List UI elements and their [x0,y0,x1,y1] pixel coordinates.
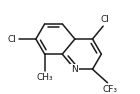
Text: Cl: Cl [100,15,109,24]
Text: Cl: Cl [8,34,17,44]
Text: N: N [72,65,78,74]
Text: CH₃: CH₃ [36,73,53,82]
Text: CF₃: CF₃ [103,85,118,94]
